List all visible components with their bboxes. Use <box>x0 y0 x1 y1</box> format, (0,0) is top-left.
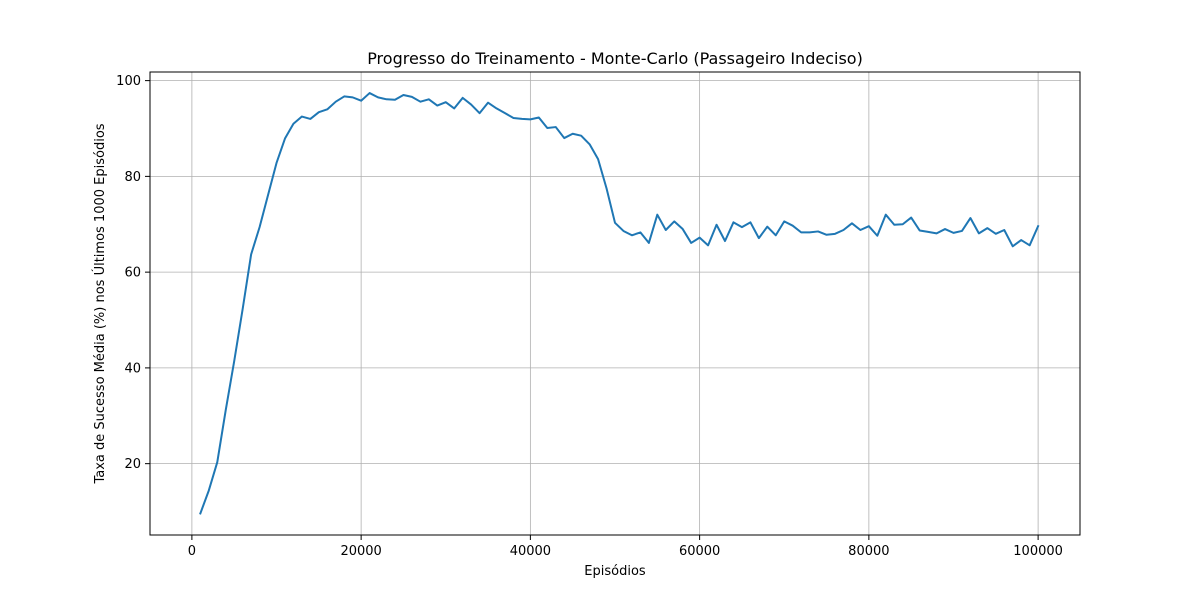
y-tick-label: 60 <box>124 266 141 281</box>
y-tick-label: 80 <box>124 170 141 185</box>
x-tick-label: 80000 <box>848 544 889 559</box>
x-tick-label: 40000 <box>510 544 551 559</box>
series-line <box>199 92 1040 515</box>
plot-frame <box>149 71 1081 536</box>
x-tick-label: 20000 <box>340 544 381 559</box>
axis-ticks: 0 20000 40000 60000 80000 100000 20 40 60 80 100 <box>116 74 1063 559</box>
grid <box>150 72 1080 535</box>
x-tick-label: 0 <box>188 544 196 559</box>
y-tick-label: 40 <box>124 361 141 376</box>
x-tick-label: 100000 <box>1013 544 1063 559</box>
x-tick-label: 60000 <box>679 544 720 559</box>
y-tick-label: 100 <box>116 74 141 89</box>
chart-title: Progresso do Treinamento - Monte-Carlo (… <box>367 49 863 68</box>
y-axis-label: Taxa de Sucesso Média (%) nos Últimos 10… <box>92 123 108 484</box>
y-tick-label: 20 <box>124 457 141 472</box>
x-axis-label: Episódios <box>584 564 646 579</box>
